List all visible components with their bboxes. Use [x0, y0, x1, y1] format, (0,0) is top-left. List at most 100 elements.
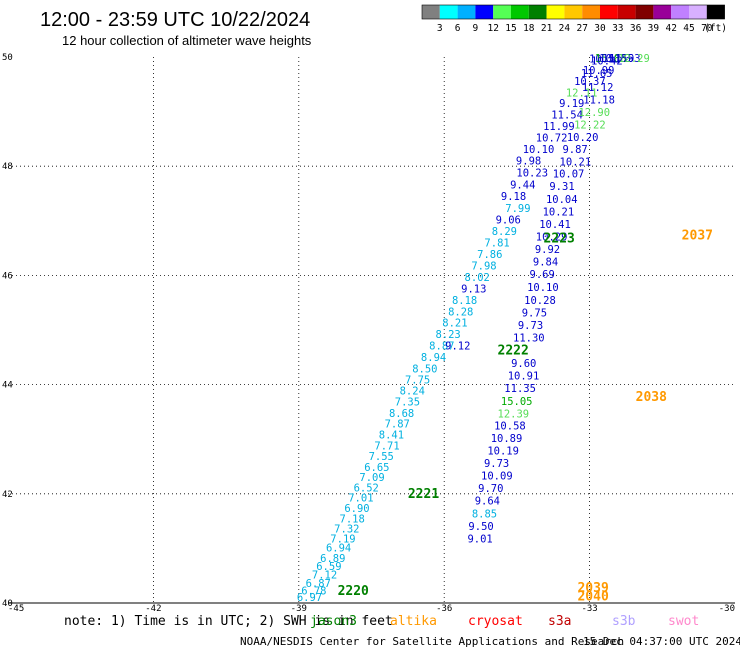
wave-height-value: 10.23 — [516, 168, 548, 180]
wave-height-value: 7.98 — [471, 260, 496, 272]
color-bar-frame — [421, 4, 725, 20]
wave-height-value: 8.68 — [389, 408, 414, 420]
color-bar-label: 42 — [665, 23, 676, 34]
color-swatch — [653, 5, 672, 19]
wave-height-value: 11.55 — [602, 53, 634, 65]
color-bar-label: 30 — [594, 23, 606, 34]
wave-height-value: 7.86 — [477, 249, 502, 261]
color-bar-label: 33 — [612, 23, 623, 34]
satellite-legend-item: jason3 — [310, 614, 357, 629]
wave-height-value: 6.59 — [316, 561, 341, 573]
wave-height-value: 15.05 — [501, 396, 533, 408]
wave-height-value: 10.41 — [539, 219, 571, 231]
pass-time-label: 2037 — [682, 228, 713, 243]
footer-credit: NOAA/NESDIS Center for Satellite Applica… — [240, 635, 624, 648]
satellite-legend-item: altika — [390, 614, 437, 629]
wave-height-value: 7.01 — [348, 492, 373, 504]
wave-height-value: 10.91 — [508, 371, 540, 383]
latitude-tick-label: 42 — [2, 490, 13, 500]
longitude-tick-label: -36 — [436, 604, 452, 614]
wave-height-value: 12.39 — [498, 408, 530, 420]
longitude-tick-label: -30 — [719, 604, 735, 614]
color-swatch — [475, 5, 494, 19]
wave-height-value: 11.12 — [582, 82, 614, 94]
color-bar-unit: (ft) — [704, 23, 727, 34]
satellite-legend-item: cryosat — [468, 614, 523, 629]
page-title: 12:00 - 23:59 UTC 10/22/2024 — [40, 9, 310, 31]
wave-height-value: 9.73 — [518, 320, 543, 332]
wave-height-value: 10.20 — [567, 132, 599, 144]
wave-height-value: 7.19 — [330, 533, 355, 545]
wave-height-value: 9.18 — [501, 191, 526, 203]
wave-height-value: 9.75 — [522, 307, 547, 319]
latitude-tick-label: 46 — [2, 271, 13, 281]
wave-height-value: 8.41 — [379, 430, 404, 442]
wave-height-value: 9.50 — [468, 521, 493, 533]
wave-height-value: 8.50 — [412, 364, 437, 376]
wave-height-value: 11.35 — [504, 383, 536, 395]
wave-height-value: 7.75 — [405, 375, 430, 387]
wave-height-value: 10.28 — [524, 295, 556, 307]
longitude-tick-label: -45 — [8, 604, 24, 614]
wave-height-value: 8.18 — [452, 295, 477, 307]
wave-height-value: 6.97 — [297, 592, 322, 604]
wave-height-value: 7.32 — [334, 524, 359, 536]
wave-height-value: 9.70 — [478, 483, 503, 495]
page-subtitle: 12 hour collection of altimeter wave hei… — [62, 33, 312, 48]
latitude-tick-label: 40 — [2, 599, 13, 609]
wave-height-value: 7.18 — [340, 514, 365, 526]
wave-height-value: 10.19 — [487, 445, 519, 457]
wave-height-value: 8.24 — [400, 385, 425, 397]
color-scale-legend: 3 6 9 12 15 18 21 24 27 30 33 36 39 42 45 70(ft) — [421, 4, 727, 34]
wave-height-value: 11.30 — [513, 332, 545, 344]
color-bar-label: 6 — [455, 23, 461, 34]
wave-height-observations: 6.976.786.877.126.596.896.947.197.327.18… — [297, 53, 650, 604]
wave-height-value: 6.65 — [364, 462, 389, 474]
wave-height-value: 8.23 — [435, 329, 460, 341]
wave-height-value: 7.09 — [359, 472, 384, 484]
wave-height-value: 12.22 — [574, 120, 606, 132]
wave-height-value: 6.90 — [344, 503, 369, 515]
wave-height-value: 10.58 — [494, 420, 526, 432]
wave-height-value: 9.60 — [511, 358, 536, 370]
color-bar-label: 21 — [541, 23, 553, 34]
wave-height-value: 9.31 — [549, 181, 574, 193]
color-swatch — [457, 5, 476, 19]
wave-height-value: 10.99 — [583, 65, 615, 77]
wave-height-value: 9.73 — [484, 458, 509, 470]
wave-height-value: 11.99 — [543, 121, 575, 133]
wave-height-value: 12.29 — [618, 53, 650, 65]
wave-height-value: 9.69 — [530, 269, 555, 281]
color-bar-label: 36 — [630, 23, 642, 34]
wave-height-value: 9.13 — [461, 283, 486, 295]
color-swatch — [546, 5, 565, 19]
longitude-tick-label: -33 — [581, 604, 597, 614]
wave-height-value: 8.87 — [429, 341, 454, 353]
color-bar-label: 3 — [437, 23, 443, 34]
color-swatch — [422, 5, 440, 19]
color-swatch — [617, 5, 636, 19]
wave-height-value: 8.21 — [442, 318, 467, 330]
wave-height-value: 7.99 — [505, 203, 530, 215]
color-swatch — [600, 5, 618, 19]
wave-height-value: 12.11 — [566, 87, 598, 99]
color-bar-label: 24 — [559, 23, 571, 34]
latitude-tick-label: 48 — [2, 162, 13, 172]
wave-height-value: 6.89 — [320, 553, 345, 565]
wave-height-value: 7.12 — [312, 569, 337, 581]
wave-height-value: 9.84 — [533, 257, 558, 269]
footer-timestamp: 15 Dec 04:37:00 UTC 2024 — [583, 635, 740, 648]
wave-height-value: 10.04 — [546, 194, 578, 206]
wave-height-value: 10.42 — [591, 56, 623, 68]
wave-height-value: 9.87 — [562, 144, 587, 156]
color-bar-label: 39 — [648, 23, 660, 34]
color-swatch — [689, 5, 707, 19]
wave-height-value: 9.98 — [516, 156, 541, 168]
color-bar-label: 18 — [523, 23, 535, 34]
wave-height-value: 9.01 — [467, 533, 492, 545]
color-swatch — [511, 5, 529, 19]
wave-height-value: 10.89 — [491, 433, 523, 445]
wave-height-value: 8.28 — [448, 306, 473, 318]
wave-height-value: 9.12 — [445, 341, 470, 353]
